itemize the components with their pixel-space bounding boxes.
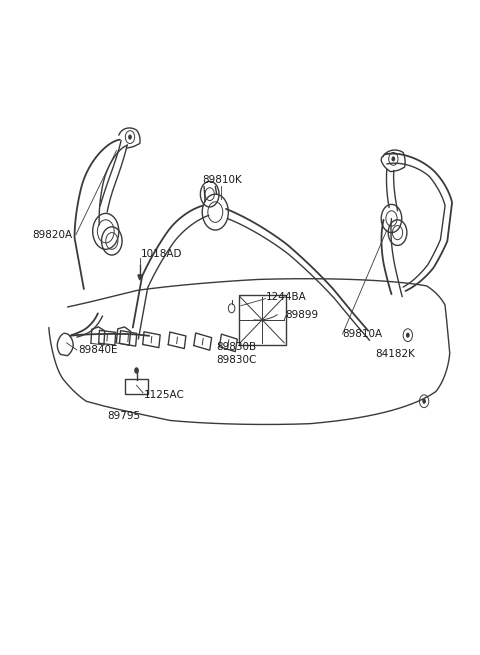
Text: 89899: 89899 (286, 310, 319, 320)
Text: 1018AD: 1018AD (141, 250, 182, 259)
Polygon shape (138, 275, 142, 280)
Text: 84182K: 84182K (375, 349, 415, 360)
FancyBboxPatch shape (125, 379, 148, 394)
Text: 1125AC: 1125AC (144, 390, 184, 400)
Text: 89820A: 89820A (33, 230, 72, 240)
Circle shape (128, 134, 132, 140)
Circle shape (422, 399, 426, 403)
FancyBboxPatch shape (239, 295, 286, 345)
Circle shape (134, 367, 139, 373)
Text: 89795: 89795 (107, 411, 140, 421)
Text: 89810A: 89810A (343, 329, 383, 339)
Circle shape (392, 157, 395, 161)
Circle shape (406, 333, 409, 338)
Text: 1244BA: 1244BA (265, 291, 306, 302)
Text: 89830C: 89830C (216, 354, 256, 365)
Text: 89840E: 89840E (78, 345, 117, 355)
Text: 89830B: 89830B (216, 342, 256, 352)
Text: 89810K: 89810K (203, 175, 242, 185)
